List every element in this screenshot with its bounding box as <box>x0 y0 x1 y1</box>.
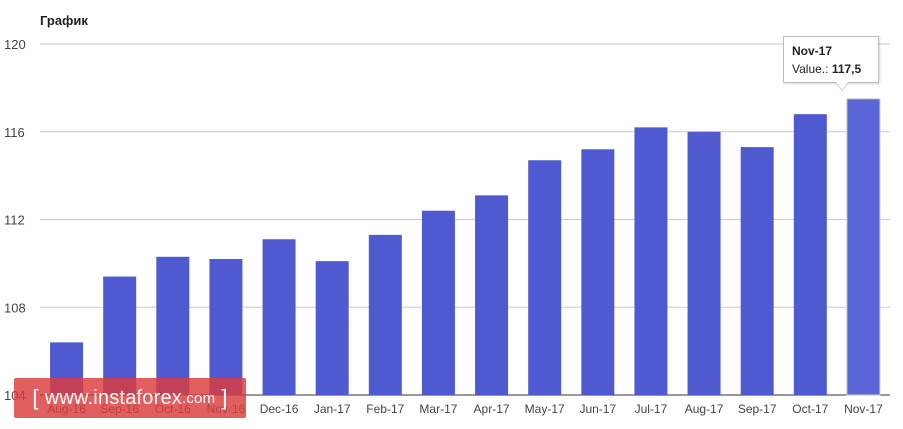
x-tick-label: Nov-17 <box>844 402 883 416</box>
x-tick-label: Aug-17 <box>685 402 724 416</box>
tooltip-row: Value.: 117,5 <box>792 62 870 76</box>
bar-Nov-16[interactable] <box>209 258 243 395</box>
bar-Sep-17[interactable] <box>740 147 774 395</box>
y-tick-label: 112 <box>4 213 25 228</box>
watermark-tld: .com <box>181 389 216 407</box>
bar-Jul-17[interactable] <box>634 127 668 396</box>
x-tick-label: Jan-17 <box>314 402 351 416</box>
bar-May-17[interactable] <box>528 160 562 395</box>
x-tick-label: Feb-17 <box>366 402 404 416</box>
tooltip-pointer-fill <box>836 82 848 90</box>
bar-Jan-17[interactable] <box>315 261 349 395</box>
bar-Feb-17[interactable] <box>368 234 402 395</box>
tooltip-value: 117,5 <box>831 62 862 76</box>
bar-Nov-17[interactable] <box>846 98 881 396</box>
x-tick-label: Jun-17 <box>579 402 616 416</box>
x-tick-label: Jul-17 <box>635 402 668 416</box>
x-tick-label: Mar-17 <box>419 402 457 416</box>
x-tick-label: Oct-17 <box>792 402 828 416</box>
bar-Aug-17[interactable] <box>687 131 721 395</box>
chart-tooltip: Nov-17 Value.: 117,5 <box>783 36 879 83</box>
tooltip-category: Nov-17 <box>792 44 833 58</box>
y-tick-label: 116 <box>4 125 25 140</box>
bar-Dec-16[interactable] <box>262 239 296 395</box>
bar-Jun-17[interactable] <box>581 149 615 395</box>
chart-title: График <box>40 13 88 28</box>
watermark-open-bracket: [ <box>32 385 39 410</box>
x-tick-label: Sep-17 <box>738 402 777 416</box>
y-tick-label: 108 <box>4 300 26 315</box>
bar-Sep-16[interactable] <box>103 276 137 395</box>
watermark-site: www.instaforex <box>44 386 182 409</box>
bar-Apr-17[interactable] <box>475 195 509 395</box>
y-tick-label: 120 <box>4 37 26 52</box>
x-tick-label: May-17 <box>525 402 565 416</box>
bar-Mar-17[interactable] <box>421 210 455 395</box>
bar-Oct-17[interactable] <box>793 114 827 395</box>
x-tick-label: Dec-16 <box>260 402 299 416</box>
tooltip-label: Value.: <box>792 62 829 76</box>
watermark-close-bracket: ] <box>221 385 228 410</box>
bar-Oct-16[interactable] <box>156 256 190 395</box>
x-tick-label: Apr-17 <box>474 402 510 416</box>
instaforex-watermark: [ www.instaforex .com ] <box>14 378 246 418</box>
